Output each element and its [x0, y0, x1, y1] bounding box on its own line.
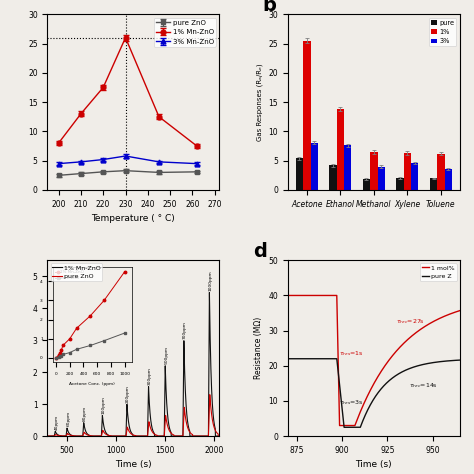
1 mol%: [285, 292, 291, 298]
Text: 700ppm: 700ppm: [183, 321, 187, 338]
Text: 300ppm: 300ppm: [148, 367, 152, 385]
Bar: [363, 179, 370, 190]
Bar: [411, 163, 419, 190]
1 mol%: [457, 308, 463, 313]
Text: $\tau_{res}$=1s: $\tau_{res}$=1s: [338, 349, 364, 358]
pure Z: [315, 356, 320, 362]
Bar: [396, 178, 404, 190]
pure ZnO: [154, 432, 159, 438]
1 mol%: [315, 292, 320, 298]
Text: 1000ppm: 1000ppm: [209, 270, 213, 291]
1 mol%: [435, 316, 441, 322]
Text: $\tau_{res}$=3s: $\tau_{res}$=3s: [338, 399, 364, 407]
Bar: [337, 109, 344, 190]
1 mol%: [337, 423, 342, 428]
Legend: pure ZnO, 1% Mn-ZnO, 3% Mn-ZnO: pure ZnO, 1% Mn-ZnO, 3% Mn-ZnO: [154, 18, 216, 47]
1 mol%: [351, 423, 357, 428]
pure ZnO: [181, 411, 187, 417]
Text: $\tau_{rec}$=14s: $\tau_{rec}$=14s: [409, 381, 438, 390]
Bar: [370, 152, 378, 190]
Text: 200ppm: 200ppm: [126, 384, 130, 402]
X-axis label: Time (s): Time (s): [115, 460, 152, 469]
Text: 60ppm: 60ppm: [66, 411, 70, 427]
1% Mn-ZnO: [172, 433, 178, 439]
1% Mn-ZnO: [217, 433, 222, 439]
Y-axis label: Resistance (MΩ): Resistance (MΩ): [254, 317, 263, 379]
1% Mn-ZnO: [207, 290, 212, 295]
pure Z: [341, 424, 347, 430]
1% Mn-ZnO: [154, 433, 159, 439]
Bar: [445, 169, 452, 190]
Bar: [430, 178, 437, 190]
pure Z: [351, 424, 357, 430]
pure Z: [305, 356, 310, 362]
1% Mn-ZnO: [53, 430, 59, 436]
pure ZnO: [53, 432, 59, 438]
1% Mn-ZnO: [181, 341, 187, 346]
Bar: [310, 143, 318, 190]
Text: 100ppm: 100ppm: [101, 396, 106, 414]
Text: $\tau_{rec}$=27s: $\tau_{rec}$=27s: [396, 318, 425, 327]
Text: 80ppm: 80ppm: [83, 406, 87, 421]
Legend: 1% Mn-ZnO, pure ZnO: 1% Mn-ZnO, pure ZnO: [51, 264, 102, 281]
pure ZnO: [217, 433, 222, 439]
Text: b: b: [262, 0, 276, 15]
1% Mn-ZnO: [146, 396, 152, 401]
Line: pure Z: pure Z: [288, 359, 460, 427]
Bar: [378, 166, 385, 190]
Line: pure ZnO: pure ZnO: [47, 395, 219, 436]
pure Z: [454, 357, 459, 363]
1 mol%: [358, 407, 364, 412]
pure ZnO: [172, 433, 178, 439]
pure ZnO: [45, 433, 50, 439]
1% Mn-ZnO: [107, 433, 112, 439]
Line: 1% Mn-ZnO: 1% Mn-ZnO: [47, 292, 219, 436]
pure ZnO: [146, 419, 152, 425]
Text: 40ppm: 40ppm: [55, 415, 58, 430]
1% Mn-ZnO: [45, 433, 50, 439]
Bar: [296, 158, 303, 190]
Bar: [344, 146, 351, 190]
1 mol%: [454, 309, 459, 315]
pure Z: [285, 356, 291, 362]
Bar: [404, 153, 411, 190]
pure ZnO: [107, 433, 112, 438]
Text: d: d: [254, 242, 267, 261]
pure ZnO: [207, 392, 213, 398]
1 mol%: [305, 292, 310, 298]
Text: 500ppm: 500ppm: [164, 346, 168, 364]
Legend: pure, 1%, 3%: pure, 1%, 3%: [428, 18, 456, 46]
pure Z: [457, 357, 463, 363]
Line: 1 mol%: 1 mol%: [288, 295, 460, 426]
pure Z: [358, 422, 364, 428]
X-axis label: Time (s): Time (s): [356, 460, 392, 469]
Y-axis label: Gas Responses (Rₐ/Rₑ): Gas Responses (Rₐ/Rₑ): [256, 64, 263, 141]
Legend: 1 mol%, pure Z: 1 mol%, pure Z: [420, 264, 456, 281]
pure Z: [435, 359, 441, 365]
X-axis label: Temperature ( ° C): Temperature ( ° C): [91, 214, 175, 223]
Bar: [437, 154, 445, 190]
Bar: [303, 41, 310, 190]
Bar: [329, 165, 337, 190]
